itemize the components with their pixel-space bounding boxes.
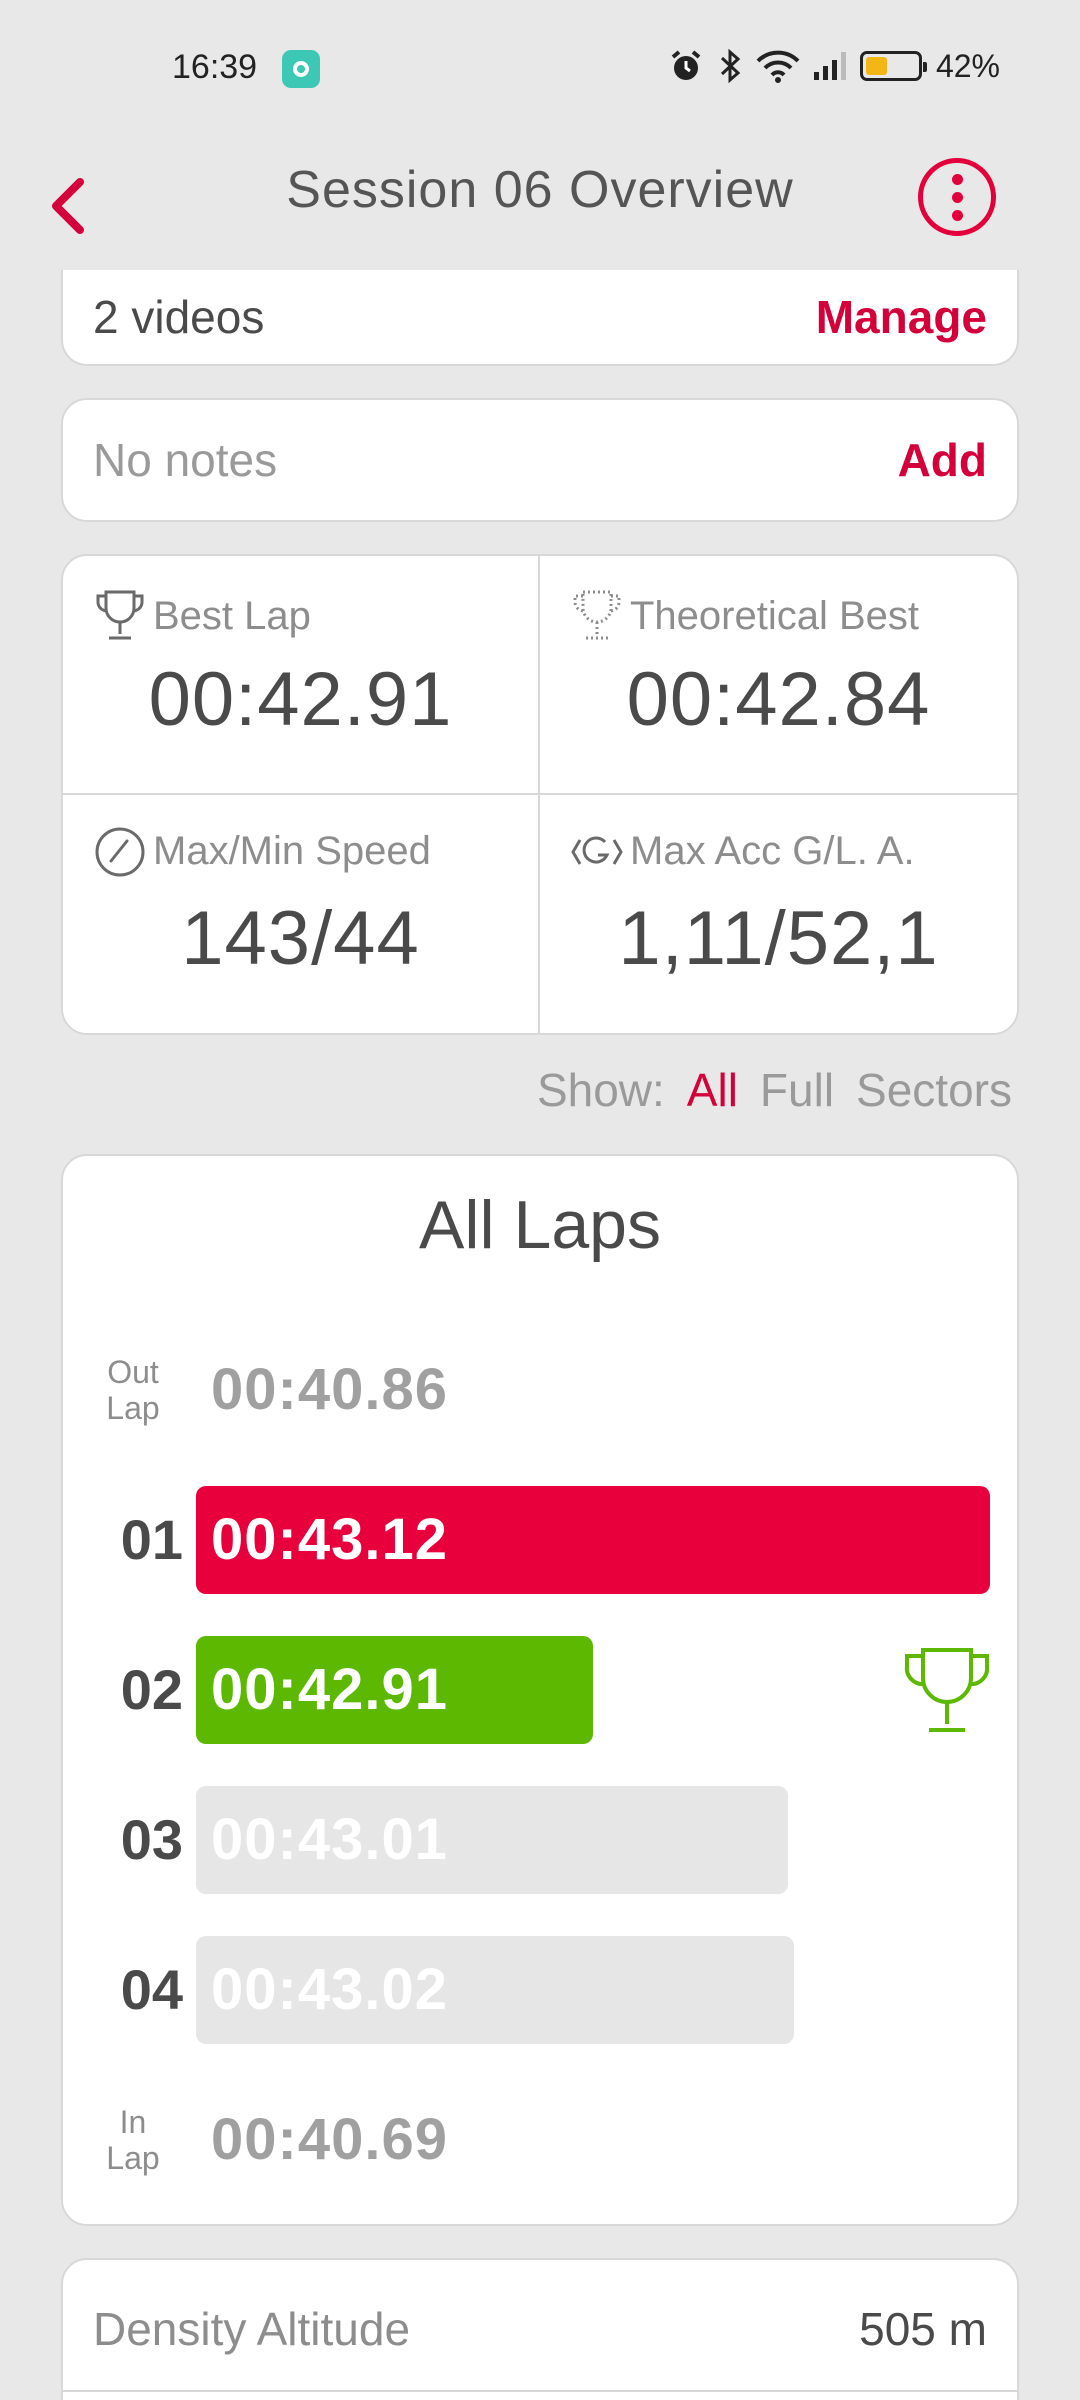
out-lap-row[interactable]: Out Lap 00:40.86	[63, 1336, 1021, 1444]
conditions-card: Density Altitude 505 m	[61, 2258, 1019, 2400]
out-lap-label: Out Lap	[106, 1354, 160, 1426]
lap-row[interactable]: 01 00:43.12	[63, 1486, 1021, 1594]
out-lap-time: 00:40.86	[211, 1357, 448, 1422]
status-bar: 16:39 42%	[0, 0, 1080, 136]
best-lap-label: Best Lap	[153, 593, 311, 638]
dotted-trophy-icon	[573, 590, 621, 640]
lap-time-bar	[196, 1636, 593, 1744]
lap-time: 00:43.01	[211, 1807, 448, 1872]
speedometer-icon	[95, 827, 145, 876]
in-lap-row[interactable]: In Lap 00:40.69	[63, 2086, 1021, 2194]
theoretical-best-stat: Theoretical Best 00:42.84	[540, 556, 1017, 795]
density-altitude-value: 505 m	[859, 2303, 987, 2355]
theoretical-best-label: Theoretical Best	[630, 593, 920, 638]
acceleration-label: Max Acc G/L. A.	[630, 829, 915, 873]
speed-value: 143/44	[181, 895, 420, 981]
lap-filter: Show: All Full Sectors	[537, 1063, 1012, 1117]
back-button[interactable]	[38, 166, 98, 246]
more-dot-icon	[951, 173, 963, 185]
acceleration-value: 1,11/52,1	[618, 895, 939, 981]
density-altitude-label: Density Altitude	[93, 2303, 411, 2355]
more-dot-icon	[951, 191, 963, 203]
filter-label: Show:	[536, 1064, 665, 1116]
lap-time: 00:42.91	[211, 1657, 448, 1722]
divider	[63, 2390, 1017, 2392]
lap-number: 02	[120, 1658, 183, 1721]
app-header: Session 06 Overview	[0, 136, 1080, 276]
bluetooth-icon	[718, 48, 742, 84]
lap-number: 03	[120, 1808, 183, 1871]
more-dot-icon	[951, 209, 963, 221]
battery-level	[865, 57, 887, 75]
battery-icon	[859, 51, 927, 81]
app-notification-icon	[282, 50, 320, 88]
alarm-icon	[668, 48, 704, 84]
lap-row[interactable]: 03 00:43.01	[63, 1786, 1021, 1894]
lap-time-bar	[196, 1486, 990, 1594]
all-laps-card: All Laps Out Lap 00:40.86 01 00:43.12 02 00…	[61, 1154, 1019, 2226]
lap-number: 01	[120, 1508, 183, 1571]
in-lap-time: 00:40.69	[211, 2107, 448, 2172]
page-title: Session 06 Overview	[286, 161, 794, 219]
theoretical-best-value: 00:42.84	[626, 657, 931, 742]
status-icons: 42%	[668, 44, 1000, 88]
session-stats-card: Best Lap 00:42.91 Theoretical Best 00:42…	[61, 554, 1019, 1035]
notes-text: No notes	[93, 434, 278, 486]
signal-icon	[813, 52, 846, 80]
add-note-button[interactable]: Add	[897, 434, 987, 486]
lap-time-bar	[196, 1786, 788, 1894]
filter-option-sectors[interactable]: Sectors	[856, 1064, 1012, 1116]
lap-number: 04	[120, 1958, 183, 2021]
speed-label: Max/Min Speed	[153, 829, 431, 873]
acceleration-stat: Max Acc G/L. A. 1,11/52,1	[540, 795, 1017, 1034]
in-lap-label: In Lap	[106, 2104, 160, 2176]
lap-row[interactable]: 04 00:43.02	[63, 1936, 1021, 2044]
lap-row[interactable]: 02 00:42.91	[63, 1636, 1021, 1744]
battery-percent: 42%	[935, 47, 1000, 84]
lap-time-bar	[196, 1936, 794, 2044]
laps-title: All Laps	[419, 1187, 661, 1263]
chevron-left-icon	[52, 178, 84, 234]
notes-card: No notes Add	[61, 398, 1019, 522]
videos-count: 2 videos	[93, 291, 265, 343]
best-lap-stat: Best Lap 00:42.91	[63, 556, 540, 795]
videos-card: 2 videos Manage	[61, 270, 1019, 366]
more-options-button[interactable]	[918, 158, 996, 236]
manage-videos-button[interactable]: Manage	[815, 291, 987, 343]
trophy-icon	[96, 590, 144, 640]
lap-time: 00:43.02	[211, 1957, 448, 2022]
status-time: 16:39	[172, 48, 258, 86]
filter-option-all[interactable]: All	[686, 1064, 738, 1116]
lap-time: 00:43.12	[211, 1507, 448, 1572]
best-lap-value: 00:42.91	[148, 657, 453, 742]
filter-option-full[interactable]: Full	[759, 1064, 835, 1116]
best-lap-trophy-icon	[904, 1648, 990, 1732]
speed-stat: Max/Min Speed 143/44	[63, 794, 540, 1033]
wifi-icon	[756, 49, 800, 83]
g-force-icon	[571, 836, 623, 865]
